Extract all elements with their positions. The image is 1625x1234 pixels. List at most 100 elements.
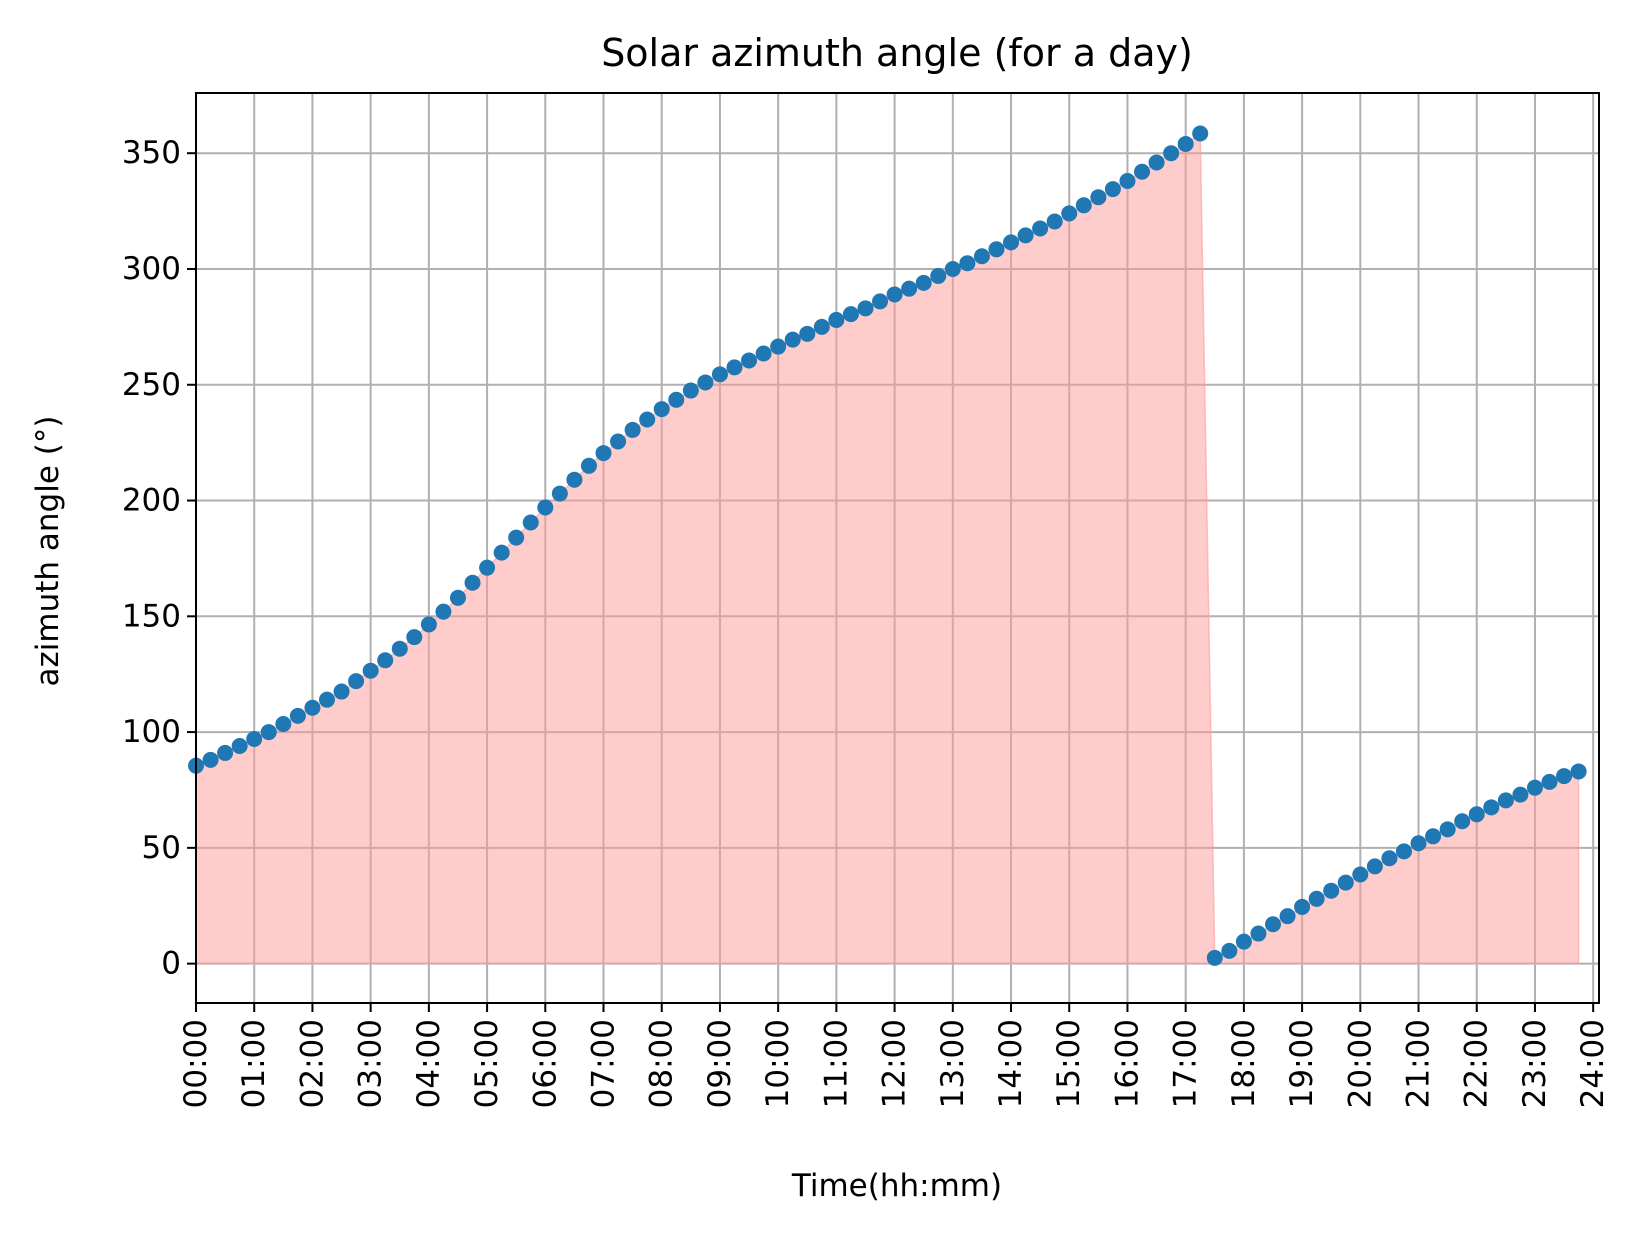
data-point bbox=[1454, 813, 1471, 830]
data-point bbox=[930, 267, 947, 284]
data-point bbox=[464, 574, 481, 591]
data-point bbox=[639, 411, 656, 428]
data-point bbox=[1032, 220, 1049, 237]
data-point bbox=[1075, 197, 1092, 214]
data-point bbox=[1192, 125, 1209, 142]
data-point bbox=[872, 293, 889, 310]
x-tick-label: 18:00 bbox=[1226, 1019, 1262, 1108]
data-point bbox=[1541, 773, 1558, 790]
x-tick-label: 17:00 bbox=[1168, 1019, 1204, 1108]
data-point bbox=[566, 471, 583, 488]
data-point bbox=[901, 280, 918, 297]
data-point bbox=[1119, 172, 1136, 189]
data-point bbox=[391, 640, 408, 657]
data-point bbox=[1366, 858, 1383, 875]
data-point bbox=[1177, 135, 1194, 152]
fill-area bbox=[195, 132, 1580, 965]
data-point bbox=[1468, 806, 1485, 823]
data-point bbox=[842, 306, 859, 323]
data-point bbox=[886, 286, 903, 303]
x-tick-label: 14:00 bbox=[993, 1019, 1029, 1108]
data-point bbox=[1526, 779, 1543, 796]
data-point bbox=[231, 737, 248, 754]
x-tick-label: 09:00 bbox=[702, 1019, 738, 1108]
y-axis-label: azimuth angle (°) bbox=[30, 416, 66, 687]
data-point bbox=[1264, 916, 1281, 933]
data-point bbox=[973, 248, 990, 265]
data-point bbox=[551, 485, 568, 502]
data-point bbox=[1061, 205, 1078, 222]
data-point bbox=[508, 529, 525, 546]
x-tick-label: 15:00 bbox=[1051, 1019, 1087, 1108]
x-tick-label: 07:00 bbox=[586, 1019, 622, 1108]
data-point bbox=[289, 707, 306, 724]
data-point bbox=[915, 274, 932, 291]
x-tick-label: 05:00 bbox=[469, 1019, 505, 1108]
x-tick-label: 03:00 bbox=[353, 1019, 389, 1108]
data-point bbox=[1221, 942, 1238, 959]
x-tick-label: 20:00 bbox=[1342, 1019, 1378, 1108]
data-points bbox=[188, 125, 1587, 966]
x-tick-label: 08:00 bbox=[644, 1019, 680, 1108]
data-point bbox=[1425, 828, 1442, 845]
y-tick-label: 350 bbox=[122, 135, 181, 171]
data-point bbox=[799, 325, 816, 342]
x-tick-label: 01:00 bbox=[236, 1019, 272, 1108]
data-point bbox=[857, 300, 874, 317]
data-point bbox=[784, 331, 801, 348]
data-point bbox=[1017, 227, 1034, 244]
data-point bbox=[1090, 189, 1107, 206]
data-point bbox=[813, 318, 830, 335]
data-point bbox=[304, 699, 321, 716]
chart-title: Solar azimuth angle (for a day) bbox=[601, 31, 1193, 75]
data-point bbox=[1337, 874, 1354, 891]
data-point bbox=[1134, 163, 1151, 180]
data-point bbox=[1352, 866, 1369, 883]
data-point bbox=[1163, 145, 1180, 162]
data-point bbox=[493, 544, 510, 561]
plot-frame bbox=[195, 92, 1600, 1004]
data-point bbox=[1104, 181, 1121, 198]
data-point bbox=[1148, 154, 1165, 171]
data-point bbox=[944, 260, 961, 277]
data-point bbox=[682, 382, 699, 399]
data-point bbox=[537, 499, 554, 516]
x-tick-label: 16:00 bbox=[1109, 1019, 1145, 1108]
data-point bbox=[420, 616, 437, 633]
data-point bbox=[202, 751, 219, 768]
y-tick-label: 250 bbox=[122, 367, 181, 403]
x-tick-label: 19:00 bbox=[1284, 1019, 1320, 1108]
data-point bbox=[726, 359, 743, 376]
data-point bbox=[1046, 213, 1063, 230]
data-point bbox=[828, 311, 845, 328]
y-tick-label: 200 bbox=[122, 483, 181, 519]
data-point bbox=[624, 421, 641, 438]
data-point bbox=[1497, 792, 1514, 809]
data-point bbox=[318, 691, 335, 708]
data-point bbox=[1250, 925, 1267, 942]
x-axis-ticks: 00:00 01:00 02:00 03:00 04:00 05:00 06:00 07:00… bbox=[178, 1003, 1611, 1108]
data-point bbox=[1410, 835, 1427, 852]
x-tick-label: 00:00 bbox=[178, 1019, 214, 1108]
x-tick-label: 11:00 bbox=[818, 1019, 854, 1108]
y-tick-label: 0 bbox=[161, 946, 181, 982]
data-point bbox=[1323, 882, 1340, 899]
data-point bbox=[741, 352, 758, 369]
data-point bbox=[406, 629, 423, 646]
y-tick-label: 50 bbox=[142, 830, 181, 866]
data-point bbox=[522, 514, 539, 531]
data-point bbox=[1512, 786, 1529, 803]
data-point bbox=[1381, 850, 1398, 867]
data-point bbox=[580, 457, 597, 474]
data-point bbox=[1483, 799, 1500, 816]
x-tick-label: 22:00 bbox=[1459, 1019, 1495, 1108]
data-point bbox=[1439, 821, 1456, 838]
x-tick-label: 24:00 bbox=[1575, 1019, 1611, 1108]
x-tick-label: 10:00 bbox=[760, 1019, 796, 1108]
data-point bbox=[653, 401, 670, 418]
y-tick-label: 150 bbox=[122, 598, 181, 634]
data-point bbox=[697, 374, 714, 391]
x-tick-label: 04:00 bbox=[411, 1019, 447, 1108]
data-point bbox=[1556, 768, 1573, 785]
